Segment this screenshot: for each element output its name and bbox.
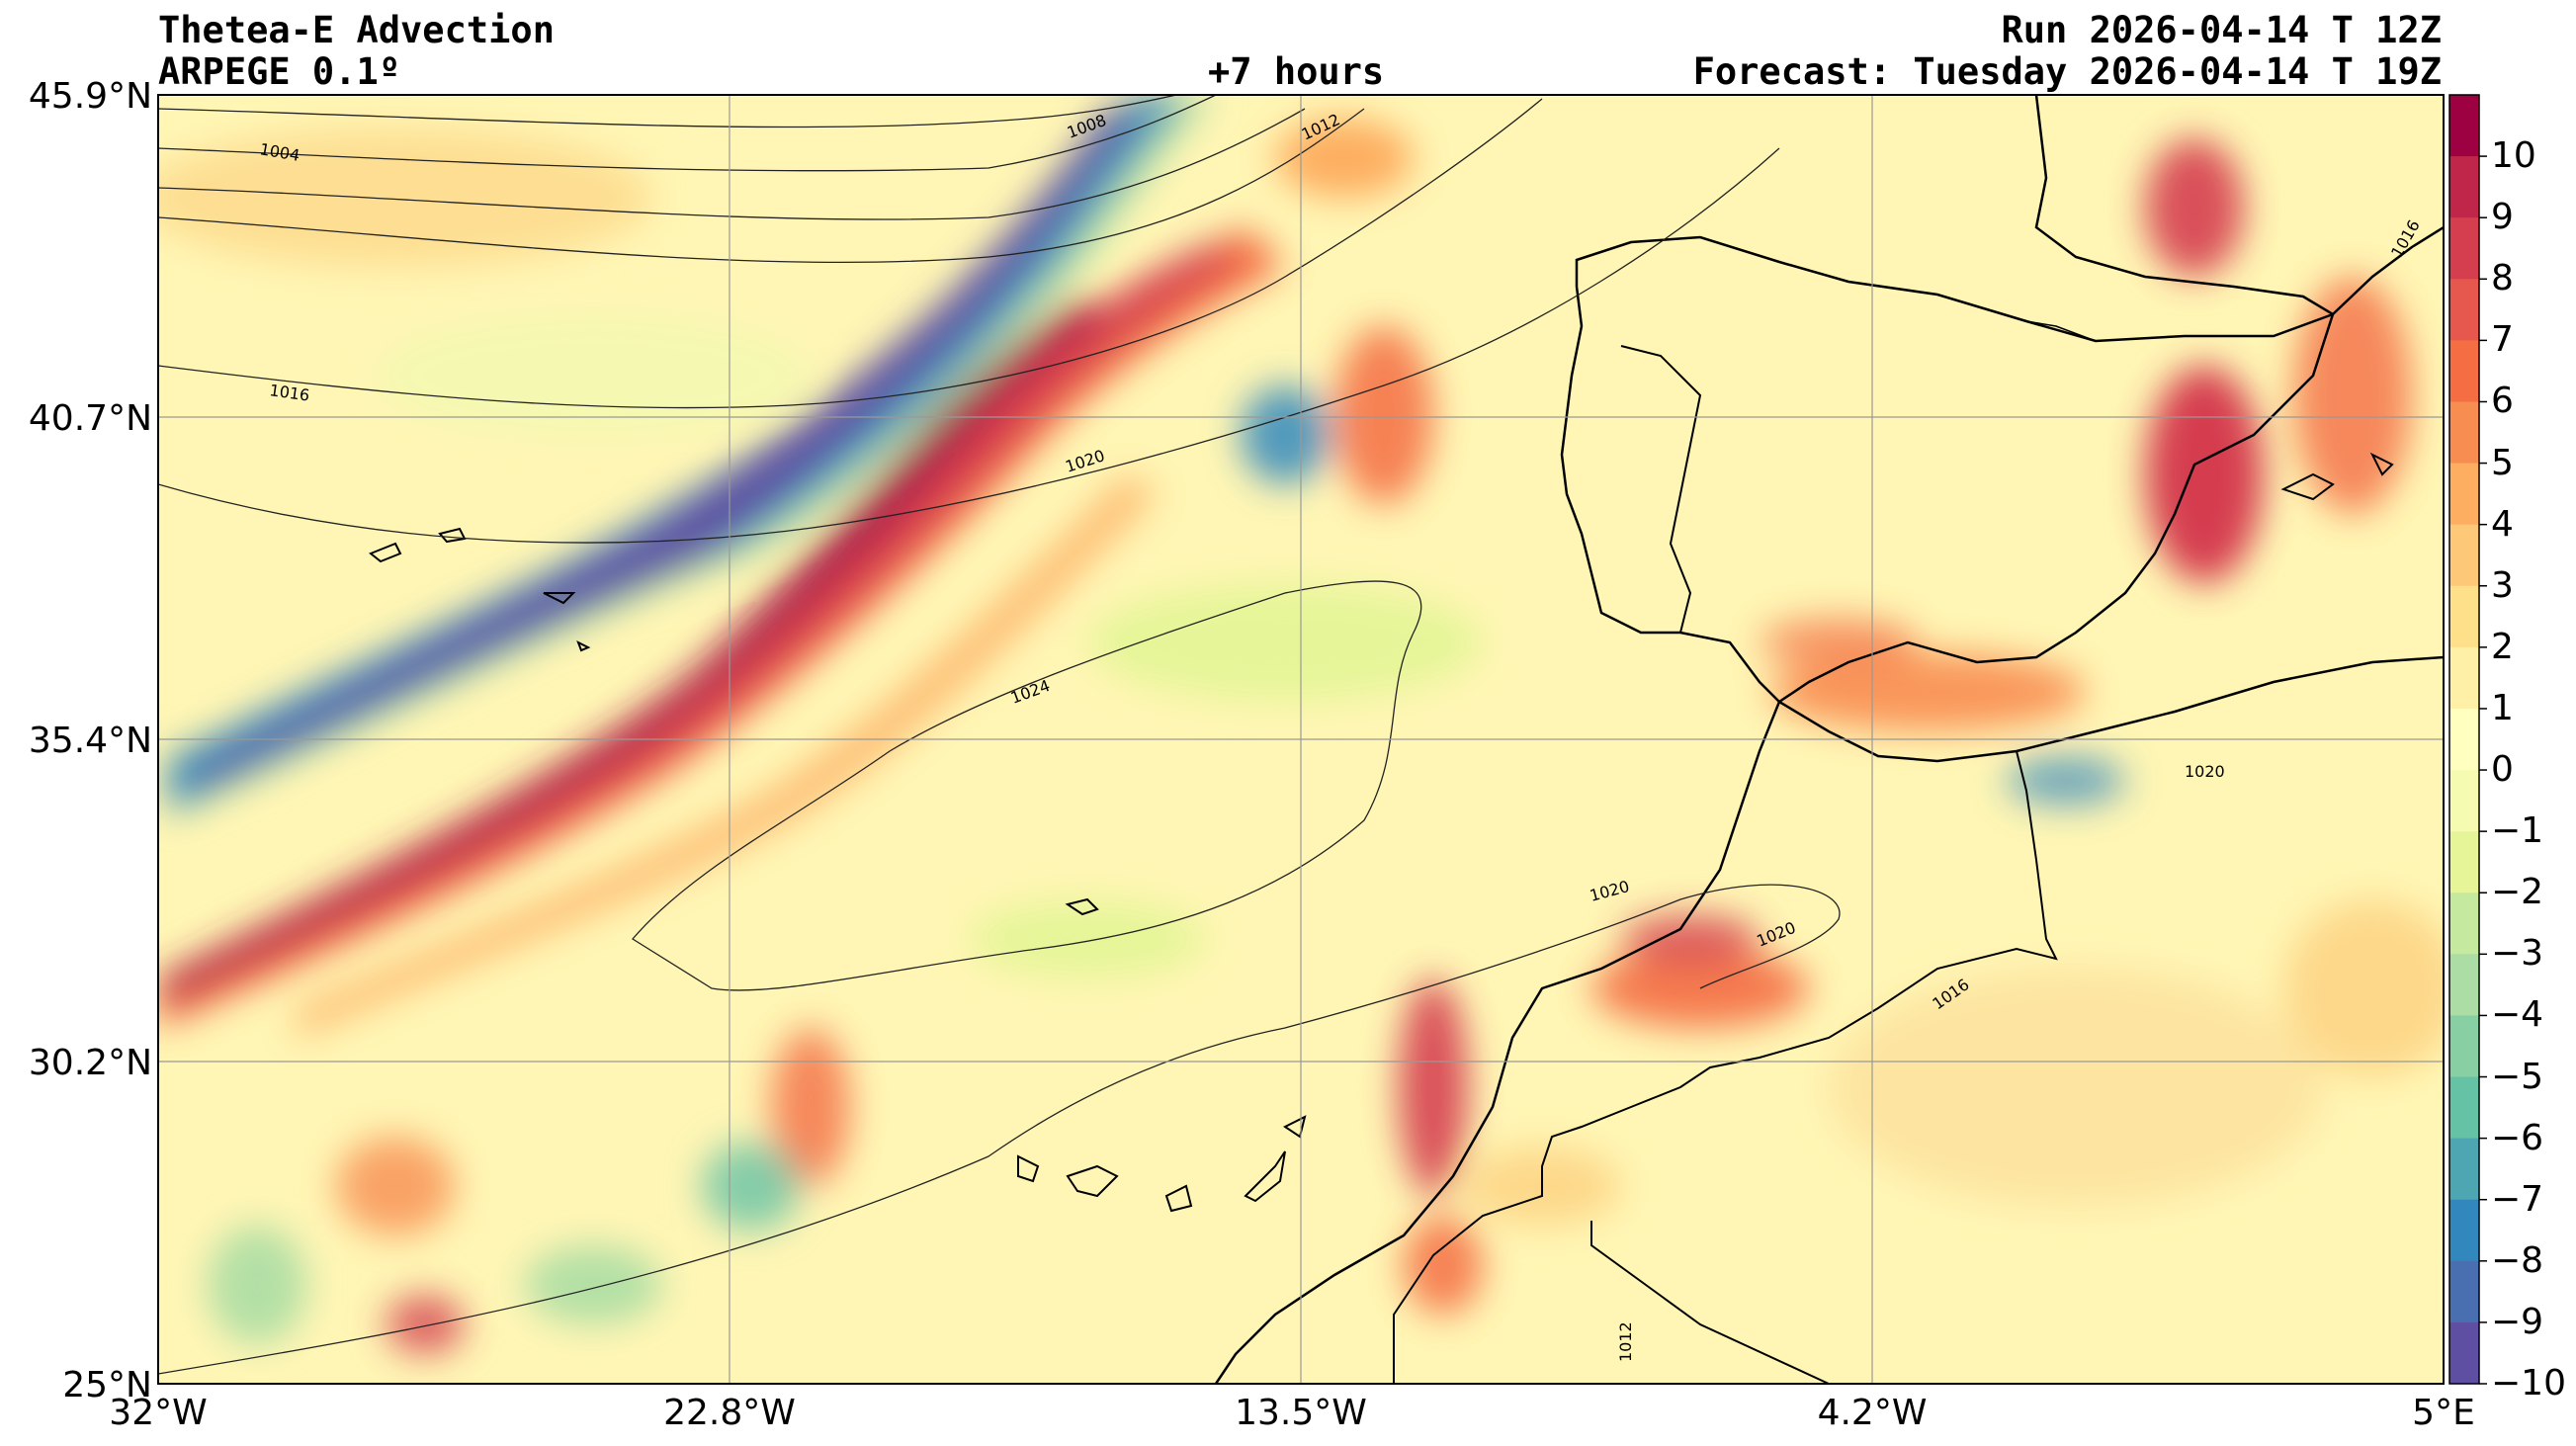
colorbar-swatch bbox=[2449, 1138, 2479, 1201]
colorbar-tick-label: 1 bbox=[2491, 687, 2514, 728]
colorbar-swatch bbox=[2449, 340, 2479, 402]
coastlines bbox=[369, 95, 2444, 1384]
colorbar-tick-label: −9 bbox=[2491, 1301, 2544, 1342]
colorbar-swatch bbox=[2449, 646, 2479, 710]
colorbar-swatch bbox=[2449, 1015, 2479, 1078]
forecast-lead-time: +7 hours bbox=[1208, 50, 1385, 93]
lon-label: 13.5°W bbox=[1235, 1393, 1367, 1433]
colorbar-swatch bbox=[2449, 1260, 2479, 1323]
colorbar-tick-label: −4 bbox=[2491, 994, 2544, 1036]
lat-label: 30.2°N bbox=[28, 1043, 152, 1083]
colorbar-tick-label: −2 bbox=[2491, 872, 2544, 913]
colorbar bbox=[2448, 94, 2487, 1385]
run-time: Run 2026-04-14 T 12Z bbox=[2001, 9, 2442, 51]
colorbar-swatch bbox=[2449, 831, 2479, 893]
borders bbox=[1620, 320, 2097, 634]
colorbar-swatch bbox=[2449, 1199, 2479, 1262]
lat-label: 40.7°N bbox=[28, 398, 152, 439]
colorbar-tick-label: −3 bbox=[2491, 933, 2544, 975]
colorbar-tick-label: 5 bbox=[2491, 442, 2514, 483]
gridlines bbox=[158, 95, 2444, 1384]
colorbar-tick-label: −6 bbox=[2491, 1117, 2544, 1158]
colorbar-tick-label: −8 bbox=[2491, 1239, 2544, 1281]
colorbar-tick-label: −10 bbox=[2491, 1363, 2566, 1403]
colorbar-tick-label: −5 bbox=[2491, 1056, 2544, 1097]
colorbar-swatch bbox=[2449, 708, 2479, 771]
colorbar-tick-label: 3 bbox=[2491, 564, 2514, 606]
colorbar-tick-label: 10 bbox=[2491, 135, 2536, 177]
colorbar-tick-label: 2 bbox=[2491, 626, 2514, 667]
colorbar-tick-label: −7 bbox=[2491, 1178, 2544, 1220]
colorbar-tick-label: −1 bbox=[2491, 810, 2544, 852]
map-title: Thetea-E Advection bbox=[158, 9, 555, 51]
lon-label: 5°E bbox=[2412, 1393, 2475, 1433]
lon-label: 4.2°W bbox=[1817, 1393, 1928, 1433]
colorbar-swatch bbox=[2449, 463, 2479, 526]
colorbar-tick-label: 7 bbox=[2491, 319, 2514, 361]
map-frame bbox=[157, 94, 2445, 1385]
colorbar-swatch bbox=[2449, 954, 2479, 1016]
colorbar-tick-label: 9 bbox=[2491, 197, 2514, 238]
isobars bbox=[158, 95, 1841, 1375]
colorbar-swatch bbox=[2449, 95, 2479, 157]
colorbar-swatch bbox=[2449, 156, 2479, 218]
forecast-valid-time: Forecast: Tuesday 2026-04-14 T 19Z bbox=[1692, 50, 2442, 93]
colorbar-swatch bbox=[2449, 770, 2479, 832]
colorbar-swatch bbox=[2449, 279, 2479, 341]
lat-label: 25°N bbox=[62, 1365, 152, 1405]
lon-label: 22.8°W bbox=[663, 1393, 796, 1433]
colorbar-swatch bbox=[2449, 401, 2479, 465]
colorbar-tick-label: 0 bbox=[2491, 749, 2514, 791]
isobar-label: 1012 bbox=[1616, 1321, 1635, 1362]
colorbar-swatch bbox=[2449, 217, 2479, 280]
lat-label: 35.4°N bbox=[28, 721, 152, 761]
colorbar-swatch bbox=[2449, 1321, 2479, 1385]
colorbar-swatch bbox=[2449, 585, 2479, 648]
model-name: ARPEGE 0.1º bbox=[158, 50, 401, 93]
colorbar-tick-label: 4 bbox=[2491, 503, 2514, 545]
isobar-label: 1020 bbox=[2185, 762, 2225, 781]
lon-label: 32°W bbox=[109, 1393, 208, 1433]
colorbar-frame bbox=[2448, 94, 2480, 1385]
lat-label: 45.9°N bbox=[28, 76, 152, 117]
colorbar-tick-label: 6 bbox=[2491, 381, 2514, 422]
colorbar-tick-label: 8 bbox=[2491, 258, 2514, 299]
colorbar-swatch bbox=[2449, 524, 2479, 587]
colorbar-swatch bbox=[2449, 1076, 2479, 1140]
colorbar-swatch bbox=[2449, 893, 2479, 955]
